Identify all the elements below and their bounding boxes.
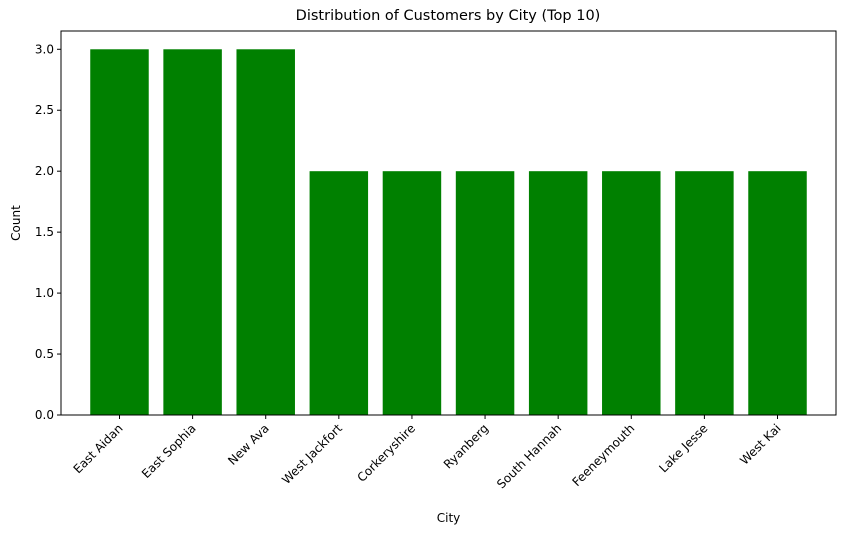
x-tick-label: Corkeryshire (355, 421, 419, 485)
x-tick-label: South Hannah (494, 421, 564, 491)
x-tick-label: West Kai (737, 421, 783, 467)
bars-group (90, 49, 807, 416)
bar (309, 171, 369, 415)
y-tick-label: 2.5 (35, 103, 54, 117)
y-tick-label: 1.5 (35, 225, 54, 239)
y-tick-label: 1.0 (35, 286, 54, 300)
y-tick-label: 0.0 (35, 408, 54, 422)
bar (602, 171, 661, 415)
bar (90, 49, 149, 416)
x-tick-label: East Aidan (71, 421, 126, 476)
x-tick-label: Ryanberg (441, 421, 491, 471)
bar (163, 49, 222, 416)
x-axis-label: City (437, 511, 461, 525)
y-tick-label: 0.5 (35, 347, 54, 361)
bar (236, 49, 295, 416)
plot-frame (60, 30, 837, 416)
x-tick-label: Lake Jesse (656, 421, 710, 475)
y-tick-label: 3.0 (35, 42, 54, 56)
bar (455, 171, 515, 415)
bar (675, 171, 734, 415)
bar (748, 171, 807, 415)
bar (382, 171, 442, 415)
x-tick-label: Feeneymouth (569, 421, 637, 489)
y-tick-label: 2.0 (35, 164, 54, 178)
x-tick-label: East Sophia (139, 421, 199, 481)
y-axis: 0.0 0.5 1.0 1.5 2.0 2.5 3.0 (35, 42, 61, 422)
bar (528, 171, 588, 415)
chart-title: Distribution of Customers by City (Top 1… (296, 8, 601, 24)
x-tick-label: New Ava (225, 421, 272, 468)
x-tick-label: West Jackfort (279, 421, 345, 487)
x-axis: East Aidan East Sophia New Ava West Jackfor… (71, 415, 784, 491)
y-axis-label: Count (9, 205, 23, 241)
